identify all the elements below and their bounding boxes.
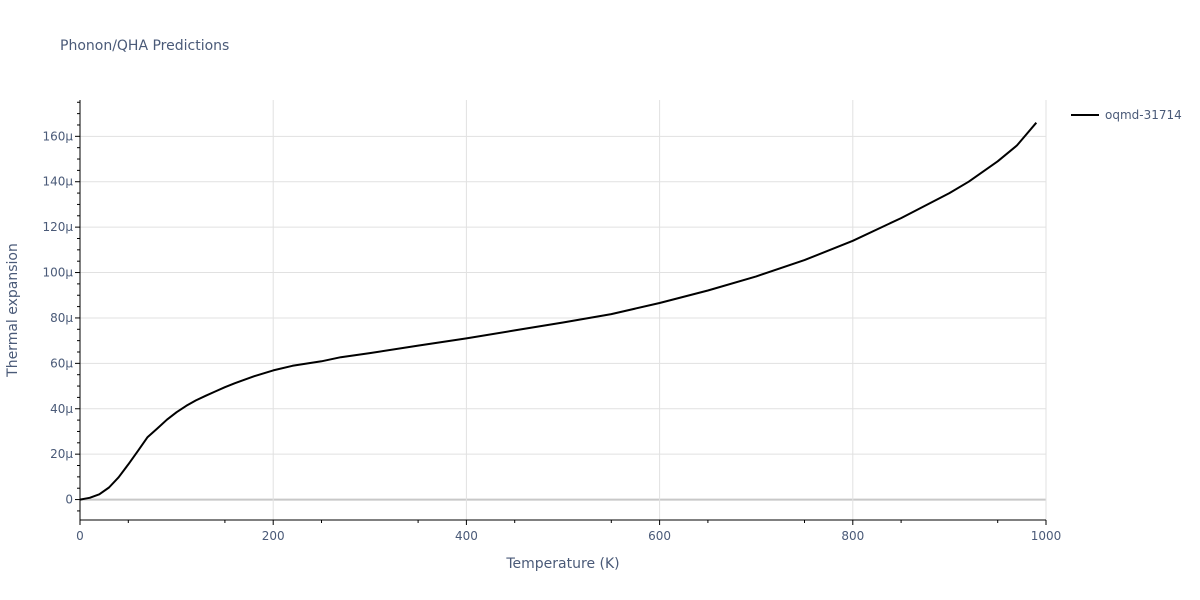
y-tick-label: 20μ: [50, 447, 73, 461]
y-tick-label: 100μ: [42, 266, 73, 280]
x-axis-ticks: 0 200 400 600 800 1000: [76, 520, 1061, 543]
x-tick-label: 400: [455, 529, 478, 543]
x-tick-label: 600: [648, 529, 671, 543]
x-tick-label: 800: [841, 529, 864, 543]
series-layer: [79, 122, 1038, 501]
legend[interactable]: oqmd-31714: [1071, 108, 1182, 122]
y-tick-label: 140μ: [42, 175, 73, 189]
y-tick-label: 0: [65, 493, 73, 507]
y-tick-label: 60μ: [50, 356, 73, 370]
x-axis-label: Temperature (K): [505, 556, 619, 572]
y-axis-label: Thermal expansion: [5, 243, 21, 378]
y-axis-ticks: 0 20μ 40μ 60μ 80μ 100μ 120μ 140μ 160μ: [42, 101, 80, 512]
y-tick-label: 40μ: [50, 402, 73, 416]
axes: [79, 100, 1046, 521]
grid-lines: [80, 100, 1047, 520]
x-tick-label: 200: [262, 529, 285, 543]
x-tick-label: 0: [76, 529, 84, 543]
x-tick-label: 1000: [1031, 529, 1062, 543]
legend-label-oqmd-31714: oqmd-31714: [1105, 108, 1182, 122]
y-tick-label: 160μ: [42, 129, 73, 143]
y-tick-label: 80μ: [50, 311, 73, 325]
y-tick-label: 120μ: [42, 220, 73, 234]
series-line-oqmd-31714: [79, 122, 1038, 501]
chart-title: Phonon/QHA Predictions: [60, 38, 229, 54]
